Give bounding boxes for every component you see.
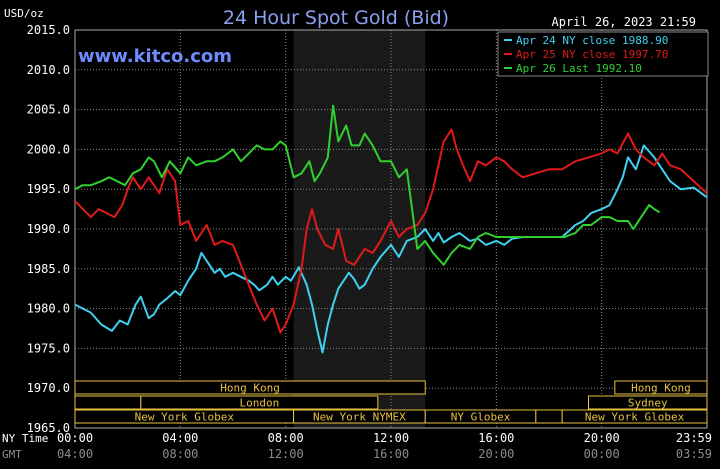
legend-entry: Apr 25 NY close 1997.70 <box>516 48 668 61</box>
gmt-time-tick: 04:00 <box>57 447 93 461</box>
session-label: London <box>239 397 279 410</box>
y-tick-label: 2010.0 <box>27 63 70 77</box>
gmt-label: GMT <box>2 448 22 461</box>
y-tick-label: 1975.0 <box>27 341 70 355</box>
gmt-time-tick: 08:00 <box>162 447 198 461</box>
session-box <box>614 380 708 395</box>
ny-time-tick: 20:00 <box>584 431 620 445</box>
ny-time-tick: 23:59 <box>676 431 712 445</box>
x-axis-ticks: 00:00 04:00 08:00 12:00 16:00 20:00 23:59 04:00… <box>57 431 712 461</box>
y-tick-label: 2005.0 <box>27 103 70 117</box>
y-tick-label: 2015.0 <box>27 23 70 37</box>
units-label: USD/oz <box>4 7 44 20</box>
session-label: NY Globex <box>451 411 511 424</box>
ny-time-tick: 00:00 <box>57 431 93 445</box>
legend-entry: Apr 24 NY close 1988.90 <box>516 34 668 47</box>
y-tick-label: 1965.0 <box>27 421 70 435</box>
y-axis-ticks: 1965.0 1970.0 1975.0 1980.0 1985.0 1990.0 1995… <box>27 23 70 435</box>
session-label: New York Globex <box>135 411 235 424</box>
legend-box <box>497 31 709 77</box>
y-tick-label: 1970.0 <box>27 381 70 395</box>
session-label: New York Globex <box>585 411 685 424</box>
gmt-time-tick: 03:59 <box>676 447 712 461</box>
timestamp: April 26, 2023 21:59 <box>552 15 697 29</box>
y-tick-label: 1995.0 <box>27 182 70 196</box>
y-tick-label: 1980.0 <box>27 302 70 316</box>
session-label: Hong Kong <box>631 382 691 395</box>
series-line-apr24 <box>74 144 708 354</box>
session-box <box>561 409 708 424</box>
series-line-apr26 <box>74 104 661 266</box>
ny-time-tick: 16:00 <box>478 431 514 445</box>
gmt-time-tick: 16:00 <box>373 447 409 461</box>
session-label: Hong Kong <box>220 382 280 395</box>
grid-lines <box>74 29 708 429</box>
y-tick-label: 1985.0 <box>27 262 70 276</box>
session-label: New York NYMEX <box>313 411 406 424</box>
price-series <box>74 104 708 354</box>
ny-time-tick: 04:00 <box>162 431 198 445</box>
gmt-time-tick: 00:00 <box>584 447 620 461</box>
legend-entry: Apr 26 Last 1992.10 <box>516 62 642 75</box>
gmt-time-tick: 12:00 <box>268 447 304 461</box>
session-box <box>535 409 563 424</box>
session-box <box>74 380 426 395</box>
gmt-time-tick: 20:00 <box>478 447 514 461</box>
chart-title: 24 Hour Spot Gold (Bid) <box>223 7 449 29</box>
plot-frame <box>74 29 708 429</box>
y-tick-label: 1990.0 <box>27 222 70 236</box>
session-box <box>588 395 708 410</box>
series-line-apr25 <box>74 128 708 334</box>
ny-time-tick: 12:00 <box>373 431 409 445</box>
ny-time-tick: 08:00 <box>268 431 304 445</box>
website-link[interactable]: www.kitco.com <box>78 46 232 67</box>
session-box <box>74 395 142 410</box>
y-tick-label: 2000.0 <box>27 142 70 156</box>
ny-time-label: NY Time <box>2 432 48 445</box>
session-label: Sydney <box>628 397 668 410</box>
session-box <box>140 395 379 410</box>
